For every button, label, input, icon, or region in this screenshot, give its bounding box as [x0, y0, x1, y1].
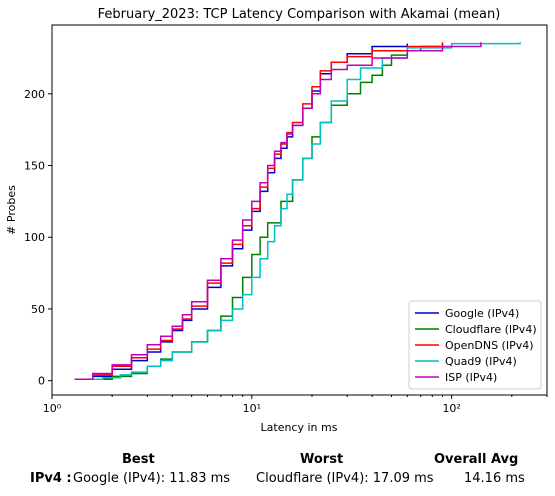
x-tick-label: 10⁰ [43, 402, 62, 415]
y-tick-label: 150 [24, 160, 45, 173]
latency-chart: February_2023: TCP Latency Comparison wi… [5, 7, 548, 434]
y-axis-label: # Probes [5, 185, 18, 235]
x-axis-label: Latency in ms [261, 421, 338, 434]
worst-header: Worst [300, 452, 344, 467]
legend-box [408, 300, 542, 390]
legend-label: Quad9 (IPv4) [445, 355, 517, 368]
best-value: Google (IPv4): 11.83 ms [73, 471, 231, 486]
legend-label: OpenDNS (IPv4) [445, 339, 534, 352]
axis-ticks: 10⁰ 10¹ 10² 0 50 100 150 200 [24, 88, 548, 415]
plot-frame [51, 24, 548, 396]
legend-label: ISP (IPv4) [445, 371, 497, 384]
series-line [81, 43, 444, 380]
overall-avg-header: Overall Avg [434, 452, 519, 467]
overall-avg-value: 14.16 ms [464, 471, 525, 486]
legend-label: Google (IPv4) [445, 307, 519, 320]
chart-title: February_2023: TCP Latency Comparison wi… [98, 7, 501, 22]
x-tick-label: 10¹ [243, 402, 261, 415]
legend: Google (IPv4) Cloudflare (IPv4) OpenDNS (I… [408, 300, 542, 390]
best-header: Best [122, 452, 155, 467]
series-line [74, 42, 482, 380]
legend-label: Cloudflare (IPv4) [445, 323, 537, 336]
y-tick-label: 0 [38, 375, 45, 388]
series-lines [74, 42, 521, 380]
y-tick-label: 100 [24, 231, 45, 244]
y-tick-label: 200 [24, 88, 45, 101]
x-tick-label: 10² [442, 402, 460, 415]
y-tick-label: 50 [31, 303, 45, 316]
series-line [81, 42, 521, 380]
worst-value: Cloudflare (IPv4): 17.09 ms [256, 471, 434, 486]
ipv4-row-label: IPv4 : [30, 471, 72, 486]
